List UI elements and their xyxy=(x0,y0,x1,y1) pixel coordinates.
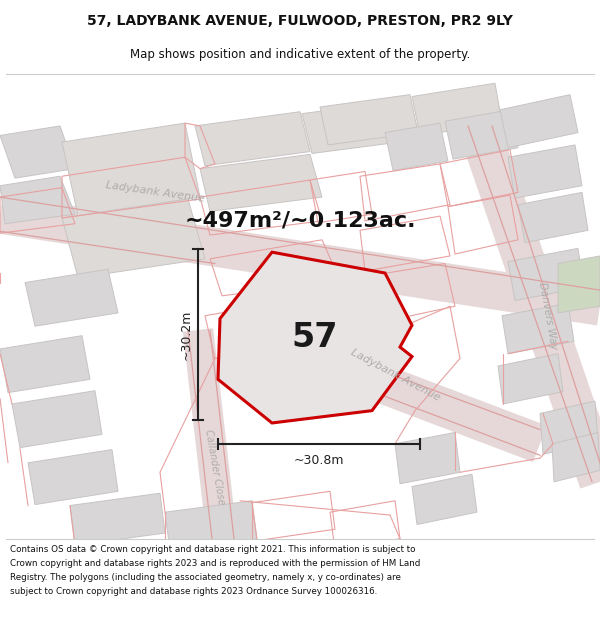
Polygon shape xyxy=(12,391,102,448)
Text: subject to Crown copyright and database rights 2023 Ordnance Survey 100026316.: subject to Crown copyright and database … xyxy=(10,587,377,596)
Polygon shape xyxy=(28,449,118,504)
Text: Ladybank Avenue: Ladybank Avenue xyxy=(105,181,205,204)
Polygon shape xyxy=(558,256,600,313)
Polygon shape xyxy=(62,123,200,216)
Polygon shape xyxy=(70,493,165,546)
Text: Crown copyright and database rights 2023 and is reproduced with the permission o: Crown copyright and database rights 2023… xyxy=(10,559,421,568)
Polygon shape xyxy=(508,145,582,198)
Text: Contains OS data © Crown copyright and database right 2021. This information is : Contains OS data © Crown copyright and d… xyxy=(10,545,416,554)
Text: Map shows position and indicative extent of the property.: Map shows position and indicative extent… xyxy=(130,48,470,61)
Polygon shape xyxy=(200,154,322,211)
Polygon shape xyxy=(412,83,502,136)
Polygon shape xyxy=(552,432,600,482)
Polygon shape xyxy=(445,110,518,159)
Polygon shape xyxy=(320,94,418,145)
Text: 57: 57 xyxy=(292,321,338,354)
Text: ~30.8m: ~30.8m xyxy=(294,454,344,468)
Polygon shape xyxy=(508,248,584,301)
Polygon shape xyxy=(412,474,477,524)
Text: Danvers Way: Danvers Way xyxy=(537,281,559,351)
Polygon shape xyxy=(0,126,75,178)
Polygon shape xyxy=(62,199,205,278)
Polygon shape xyxy=(0,176,75,224)
Polygon shape xyxy=(518,192,588,242)
Text: 57, LADYBANK AVENUE, FULWOOD, PRESTON, PR2 9LY: 57, LADYBANK AVENUE, FULWOOD, PRESTON, P… xyxy=(87,14,513,28)
Text: ~30.2m: ~30.2m xyxy=(179,309,193,360)
Text: Ladybank Avenue: Ladybank Avenue xyxy=(349,348,442,403)
Polygon shape xyxy=(302,101,414,154)
Polygon shape xyxy=(218,252,412,423)
Polygon shape xyxy=(498,354,563,404)
Polygon shape xyxy=(500,94,578,148)
Text: Registry. The polygons (including the associated geometry, namely x, y co-ordina: Registry. The polygons (including the as… xyxy=(10,573,401,582)
Polygon shape xyxy=(540,401,598,454)
Polygon shape xyxy=(25,269,118,326)
Polygon shape xyxy=(385,123,448,171)
Polygon shape xyxy=(0,336,90,392)
Polygon shape xyxy=(195,112,310,166)
Polygon shape xyxy=(165,501,257,550)
Text: Callander Close: Callander Close xyxy=(203,429,227,506)
Polygon shape xyxy=(502,303,574,354)
Text: ~497m²/~0.123ac.: ~497m²/~0.123ac. xyxy=(184,211,416,231)
Polygon shape xyxy=(395,432,460,484)
